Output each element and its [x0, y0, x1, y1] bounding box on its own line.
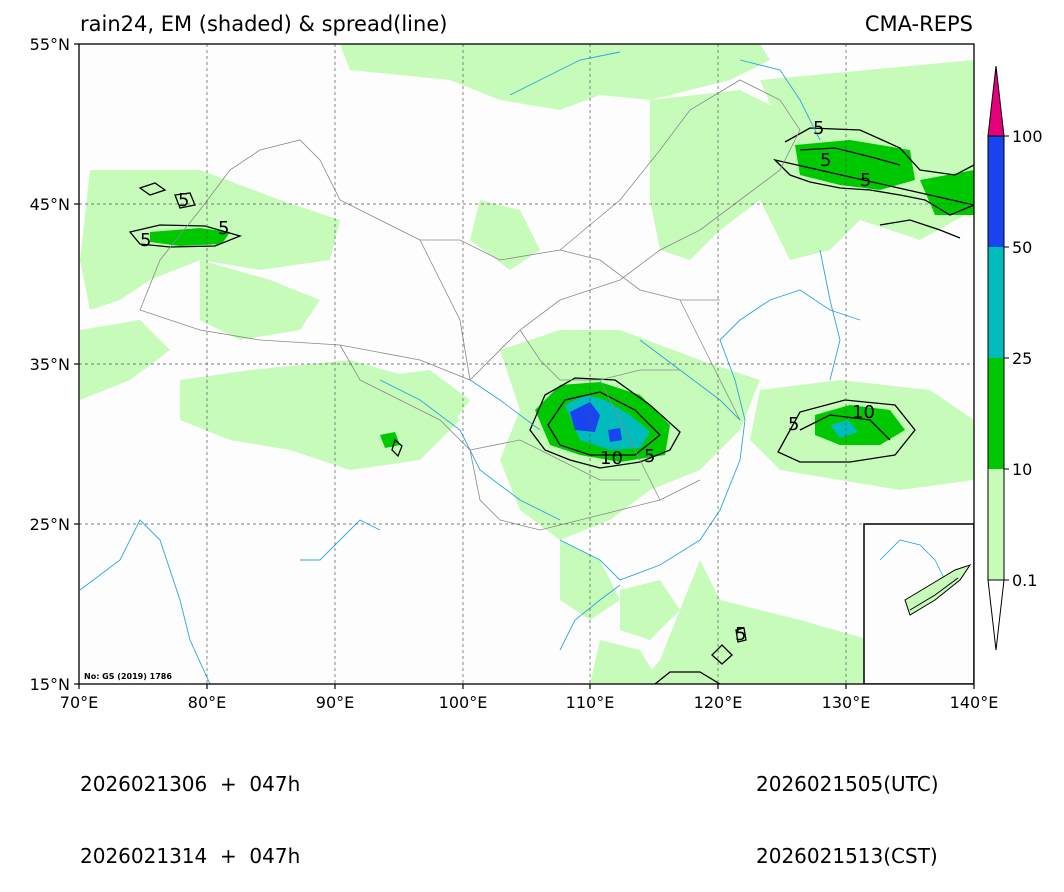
- valid-time-utc: 2026021505(UTC): [756, 772, 939, 796]
- axis-ticks: [74, 43, 975, 689]
- colorbar-seg: [988, 136, 1004, 247]
- lat-tick-label: 35°N: [29, 355, 70, 374]
- lon-tick-label: 130°E: [821, 693, 871, 712]
- contour-label: 10: [852, 402, 875, 423]
- contour-label: 5: [218, 218, 229, 239]
- contour-label: 10: [600, 448, 623, 469]
- colorbar-label: 0.1: [1012, 571, 1038, 590]
- very-heavy-rain-areas: [570, 402, 622, 442]
- contour-labels: 5 5 5 5 5 5 5 5 10 10 5: [140, 118, 875, 645]
- colorbar-label: 10: [1012, 460, 1033, 479]
- contour-label: 5: [178, 190, 189, 211]
- lon-tick-label: 70°E: [59, 693, 99, 712]
- lat-tick-label: 25°N: [29, 515, 70, 534]
- colorbar-over: [987, 65, 1005, 137]
- map-canvas: 5 5 5 5 5 5 5 5 10 10 5: [74, 43, 1009, 689]
- colorbar: [987, 65, 1009, 651]
- lon-tick-label: 140°E: [949, 693, 999, 712]
- colorbar-label: 50: [1012, 238, 1033, 257]
- lat-tick-label: 55°N: [29, 35, 70, 54]
- lon-tick-label: 90°E: [315, 693, 355, 712]
- contour-label: 5: [644, 446, 655, 467]
- contour-label: 5: [813, 118, 824, 139]
- colorbar-seg: [988, 247, 1004, 358]
- south-china-sea-inset: [863, 523, 974, 684]
- valid-time-cst: 2026021513(CST): [756, 844, 938, 868]
- gridlines: [79, 44, 974, 684]
- valid-time-block: 2026021505(UTC) 2026021513(CST): [756, 724, 939, 892]
- contour-label: 5: [860, 170, 871, 191]
- map-layer: [79, 44, 974, 684]
- borders: [139, 79, 801, 531]
- colorbar-under: [987, 579, 1005, 651]
- lon-tick-label: 100°E: [438, 693, 488, 712]
- contour-label: 5: [820, 150, 831, 171]
- init-time-block: 2026021306 + 047h 2026021314 + 047h: [80, 724, 300, 892]
- lon-tick-label: 120°E: [693, 693, 743, 712]
- model-name: CMA-REPS: [864, 12, 973, 36]
- colorbar-seg: [988, 469, 1004, 580]
- init-time-utc: 2026021306 + 047h: [80, 772, 301, 796]
- lat-tick-label: 45°N: [29, 195, 70, 214]
- colorbar-seg: [988, 358, 1004, 469]
- lon-tick-label: 110°E: [565, 693, 615, 712]
- chart-title: rain24, EM (shaded) & spread(line): [80, 12, 448, 36]
- contour-label: 5: [140, 230, 151, 251]
- init-time-cst: 2026021314 + 047h: [80, 844, 301, 868]
- contour-label: 5: [735, 624, 746, 645]
- lon-tick-label: 80°E: [187, 693, 227, 712]
- lat-tick-label: 15°N: [29, 675, 70, 694]
- spread-contours: [128, 127, 974, 684]
- contour-label: 5: [788, 414, 799, 435]
- colorbar-label: 25: [1012, 349, 1033, 368]
- map-approval-note: No: GS (2019) 1786: [84, 672, 172, 681]
- colorbar-label: 100: [1012, 127, 1043, 146]
